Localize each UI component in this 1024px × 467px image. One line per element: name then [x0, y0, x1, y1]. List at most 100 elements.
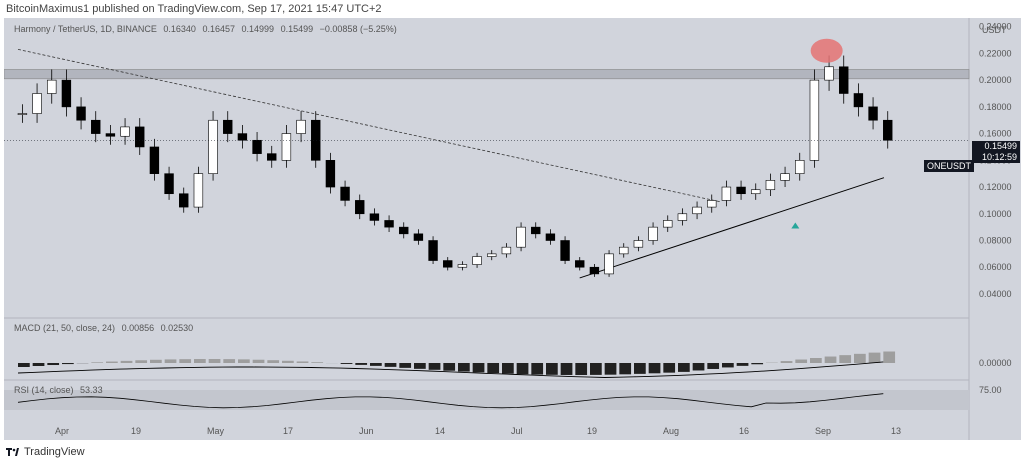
candle — [223, 119, 233, 134]
last-price-tag: 0.15499 10:12:59 — [972, 141, 1020, 163]
y-tick-label: 0.04000 — [979, 289, 1012, 299]
rsi-band — [4, 390, 969, 410]
candle — [589, 266, 600, 275]
macd-histogram-bar — [62, 363, 74, 365]
x-tick-label: Aug — [663, 426, 679, 436]
price-chart[interactable]: 0.240000.220000.200000.180000.160000.140… — [4, 18, 1021, 440]
candle — [633, 240, 644, 248]
rsi-line — [17, 393, 884, 409]
candle — [325, 160, 336, 188]
macd-histogram-bar — [164, 359, 177, 363]
high-value: 0.16457 — [202, 24, 236, 34]
resistance-zone — [4, 69, 970, 80]
macd-histogram-bar — [47, 363, 60, 366]
macd-histogram-bar — [223, 359, 236, 363]
macd-histogram-bar — [179, 359, 192, 363]
candle — [707, 200, 717, 208]
change-value: −0.00858 (−5.25%) — [319, 24, 397, 34]
candle — [267, 153, 277, 161]
macd-histogram-bar — [678, 363, 690, 372]
macd-histogram-bar — [238, 359, 250, 363]
macd-histogram-bar — [18, 363, 30, 367]
candle — [179, 193, 189, 208]
macd-histogram-bar — [810, 357, 822, 363]
candle — [487, 253, 497, 257]
macd-histogram-bar — [604, 363, 617, 375]
macd-histogram-bar — [575, 363, 588, 375]
candle — [545, 233, 556, 241]
macd-histogram-bar — [868, 352, 881, 363]
candle — [501, 246, 512, 255]
candle — [457, 264, 468, 268]
macd-histogram-bar — [751, 363, 764, 365]
macd-histogram-bar — [399, 363, 412, 368]
candle — [340, 186, 350, 201]
macd-histogram-bar — [355, 363, 368, 365]
tradingview-logo-icon — [6, 448, 19, 456]
candle — [193, 173, 204, 208]
x-tick-label: Sep — [815, 426, 831, 436]
macd-zero-label: 0.00000 — [979, 358, 1012, 368]
macd-histogram-bar — [370, 363, 382, 366]
candle — [135, 126, 145, 148]
candle — [91, 119, 101, 134]
macd-histogram-bar — [692, 363, 705, 371]
candle — [531, 226, 541, 235]
y-tick-label: 0.22000 — [979, 48, 1012, 58]
macd-histogram-bar — [487, 363, 500, 374]
candle — [575, 260, 585, 268]
candle — [281, 133, 292, 161]
candle — [164, 173, 174, 195]
y-tick-label: 0.06000 — [979, 262, 1012, 272]
rsi-value: 53.33 — [80, 385, 103, 395]
macd-histogram-bar — [707, 363, 720, 369]
macd-histogram-bar — [560, 363, 573, 375]
symbol-tag: ONEUSDT — [924, 160, 975, 172]
candle — [619, 246, 629, 255]
candle — [692, 206, 702, 215]
macd-signal-line — [17, 361, 884, 378]
macd-histogram-bar — [780, 361, 793, 363]
macd-histogram-bar — [91, 362, 104, 363]
macd-histogram-bar — [472, 363, 485, 373]
candle — [355, 200, 365, 215]
low-value: 0.14999 — [241, 24, 275, 34]
macd-legend: MACD (21, 50, close, 24) 0.00856 0.02530 — [14, 323, 197, 333]
publisher-line: BitcoinMaximus1 published on TradingView… — [6, 3, 382, 15]
macd-histogram-bar — [663, 363, 676, 373]
close-value: 0.15499 — [280, 24, 314, 34]
signal-value: 0.02530 — [160, 323, 194, 333]
candle — [208, 119, 218, 174]
candle — [105, 133, 116, 137]
candle — [296, 119, 306, 134]
macd-histogram-bar — [883, 351, 896, 363]
macd-histogram-bar — [590, 363, 602, 375]
candle — [443, 260, 453, 268]
candle — [369, 213, 380, 221]
y-tick-label: 0.20000 — [979, 75, 1012, 85]
candle — [883, 119, 893, 141]
ascending-support-line — [579, 177, 885, 279]
macd-histogram-bar — [208, 359, 221, 363]
bar-countdown: 10:12:59 — [981, 152, 1017, 162]
x-tick-label: May — [207, 426, 225, 436]
rsi-legend: RSI (14, close) 53.33 — [14, 385, 107, 395]
macd-histogram-bar — [458, 363, 470, 372]
macd-histogram-bar — [634, 363, 646, 374]
x-tick-label: 19 — [587, 426, 597, 436]
macd-histogram-bar — [722, 363, 734, 368]
candle — [765, 180, 776, 191]
macd-histogram-bar — [120, 360, 133, 363]
x-tick-label: 16 — [739, 426, 749, 436]
candle — [32, 93, 42, 114]
candle — [736, 186, 746, 195]
macd-histogram-bar — [648, 363, 661, 374]
chart-area[interactable]: 0.240000.220000.200000.180000.160000.140… — [4, 18, 1021, 440]
macd-histogram-bar — [824, 356, 837, 363]
candle — [560, 240, 570, 261]
macd-histogram-bar — [502, 363, 514, 374]
rsi-label: RSI (14, close) — [14, 385, 74, 395]
y-tick-label: 0.08000 — [979, 236, 1012, 246]
macd-histogram-bar — [839, 355, 852, 363]
buy-signal-arrow — [791, 222, 800, 229]
